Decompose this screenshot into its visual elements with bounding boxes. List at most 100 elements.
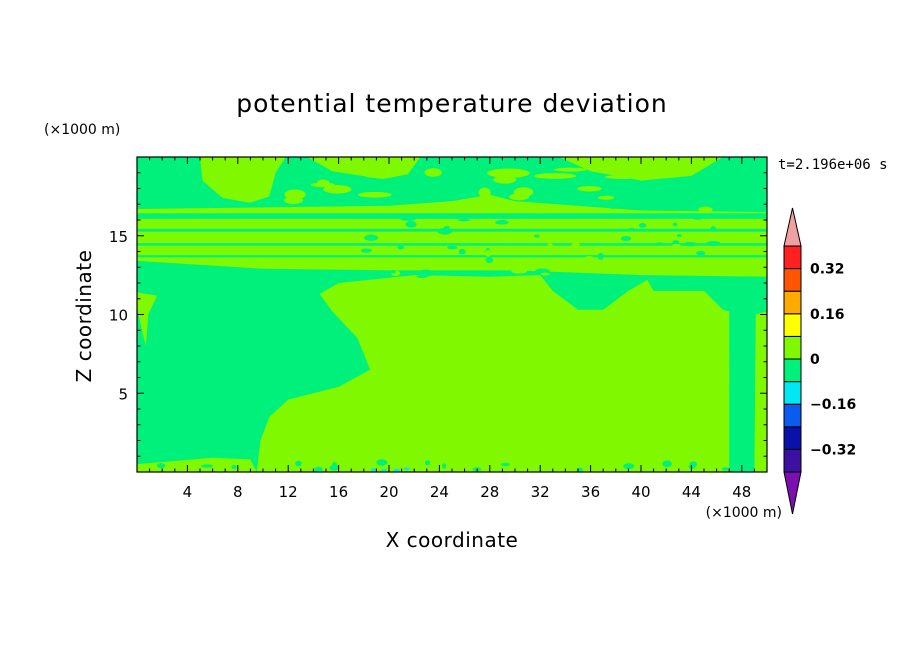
colorbar-segment: [783, 268, 802, 292]
field-blob: [390, 263, 399, 270]
field-blob: [534, 270, 542, 276]
positive-region: [137, 292, 158, 346]
field-blob: [577, 185, 602, 192]
colorbar-segment: [783, 290, 802, 315]
field-blob: [424, 168, 442, 177]
field-blob: [173, 465, 183, 471]
field-blob: [389, 269, 397, 274]
x-tick-label: 48: [732, 483, 751, 501]
field-blob: [458, 218, 471, 222]
field-blob: [597, 252, 604, 260]
field-blob: [733, 461, 747, 466]
field-blob: [201, 464, 213, 468]
field-blob: [654, 242, 665, 246]
field-blob: [416, 275, 428, 278]
colorbar-under-arrow: [783, 471, 802, 515]
positive-region: [464, 361, 578, 472]
field-blob: [553, 167, 587, 172]
field-blob: [458, 248, 466, 255]
field-blob: [393, 468, 400, 472]
field-blob: [710, 226, 717, 232]
x-tick-label: 4: [183, 483, 193, 501]
field-blob: [391, 464, 405, 470]
time-label: t=2.196e+06 s: [778, 157, 888, 173]
field-blob: [430, 237, 439, 240]
stratified-band: [137, 243, 767, 246]
positive-region: [200, 157, 286, 203]
field-blob: [442, 219, 450, 227]
colorbar-tick-label: 0.32: [810, 262, 845, 278]
field-blob: [380, 468, 387, 472]
field-blob: [682, 242, 698, 247]
field-blob: [380, 220, 390, 226]
field-blob: [283, 196, 304, 204]
field-blob: [585, 256, 594, 259]
x-tick-label: 20: [379, 483, 398, 501]
field-blob: [485, 250, 492, 257]
field-blob: [364, 234, 379, 241]
field-blob: [425, 460, 431, 466]
field-blob: [696, 250, 706, 256]
y-unit-label: (×1000 m): [44, 122, 120, 138]
field-blob: [571, 242, 580, 248]
field-blob: [397, 245, 405, 250]
field-blob: [533, 173, 577, 179]
x-unit-label: (×1000 m): [706, 505, 782, 521]
stratified-band: [137, 255, 767, 258]
stratified-band: [137, 237, 767, 240]
field-blob: [485, 257, 494, 263]
field-blob: [362, 171, 396, 179]
y-axis-ticks: 5 10 15: [109, 172, 767, 457]
colorbar-segment: [783, 403, 802, 428]
field-blob: [693, 217, 703, 220]
field-blob: [405, 220, 417, 228]
x-tick-label: 44: [682, 483, 701, 501]
field-blob: [418, 269, 434, 277]
field-blob: [509, 193, 530, 201]
field-blob: [478, 187, 491, 198]
x-tick-label: 12: [279, 483, 298, 501]
field-blob: [672, 222, 678, 227]
y-tick-label: 5: [118, 385, 128, 403]
positive-region: [754, 311, 767, 472]
x-tick-label: 24: [430, 483, 449, 501]
contour-field: [137, 157, 767, 473]
field-blob: [360, 248, 372, 253]
field-blob: [638, 222, 647, 228]
field-blob: [533, 208, 546, 214]
field-blob: [353, 463, 368, 471]
field-blob: [608, 205, 620, 209]
field-blob: [441, 215, 448, 218]
field-blob: [437, 227, 453, 235]
field-blob: [496, 225, 510, 229]
field-blob: [689, 461, 698, 468]
x-tick-label: 16: [329, 483, 348, 501]
field-blob: [557, 233, 563, 238]
x-tick-label: 40: [631, 483, 650, 501]
field-blob: [620, 235, 632, 242]
field-blob: [597, 195, 615, 200]
colorbar-segment: [783, 313, 802, 337]
positive-region: [559, 157, 723, 181]
field-blob: [231, 464, 237, 470]
stratified-band: [137, 228, 767, 232]
colorbar-segment: [783, 426, 802, 450]
field-blob: [376, 459, 388, 466]
field-blob: [681, 465, 686, 472]
chart-title: potential temperature deviation: [236, 89, 667, 118]
field-blob: [316, 179, 330, 187]
colorbar-tick-label: −0.32: [810, 442, 856, 458]
field-blob: [676, 234, 682, 237]
field-blob: [500, 214, 507, 219]
y-tick-label: 10: [109, 307, 128, 325]
field-blob: [662, 460, 672, 468]
field-blob: [540, 272, 550, 276]
field-blob: [323, 185, 352, 194]
colorbar-segment: [783, 358, 802, 383]
stratified-band: [137, 220, 767, 225]
stratified-band: [137, 213, 767, 219]
field-blob: [400, 217, 416, 221]
x-tick-label: 36: [581, 483, 600, 501]
field-blob: [397, 241, 407, 244]
field-blob: [672, 240, 680, 246]
